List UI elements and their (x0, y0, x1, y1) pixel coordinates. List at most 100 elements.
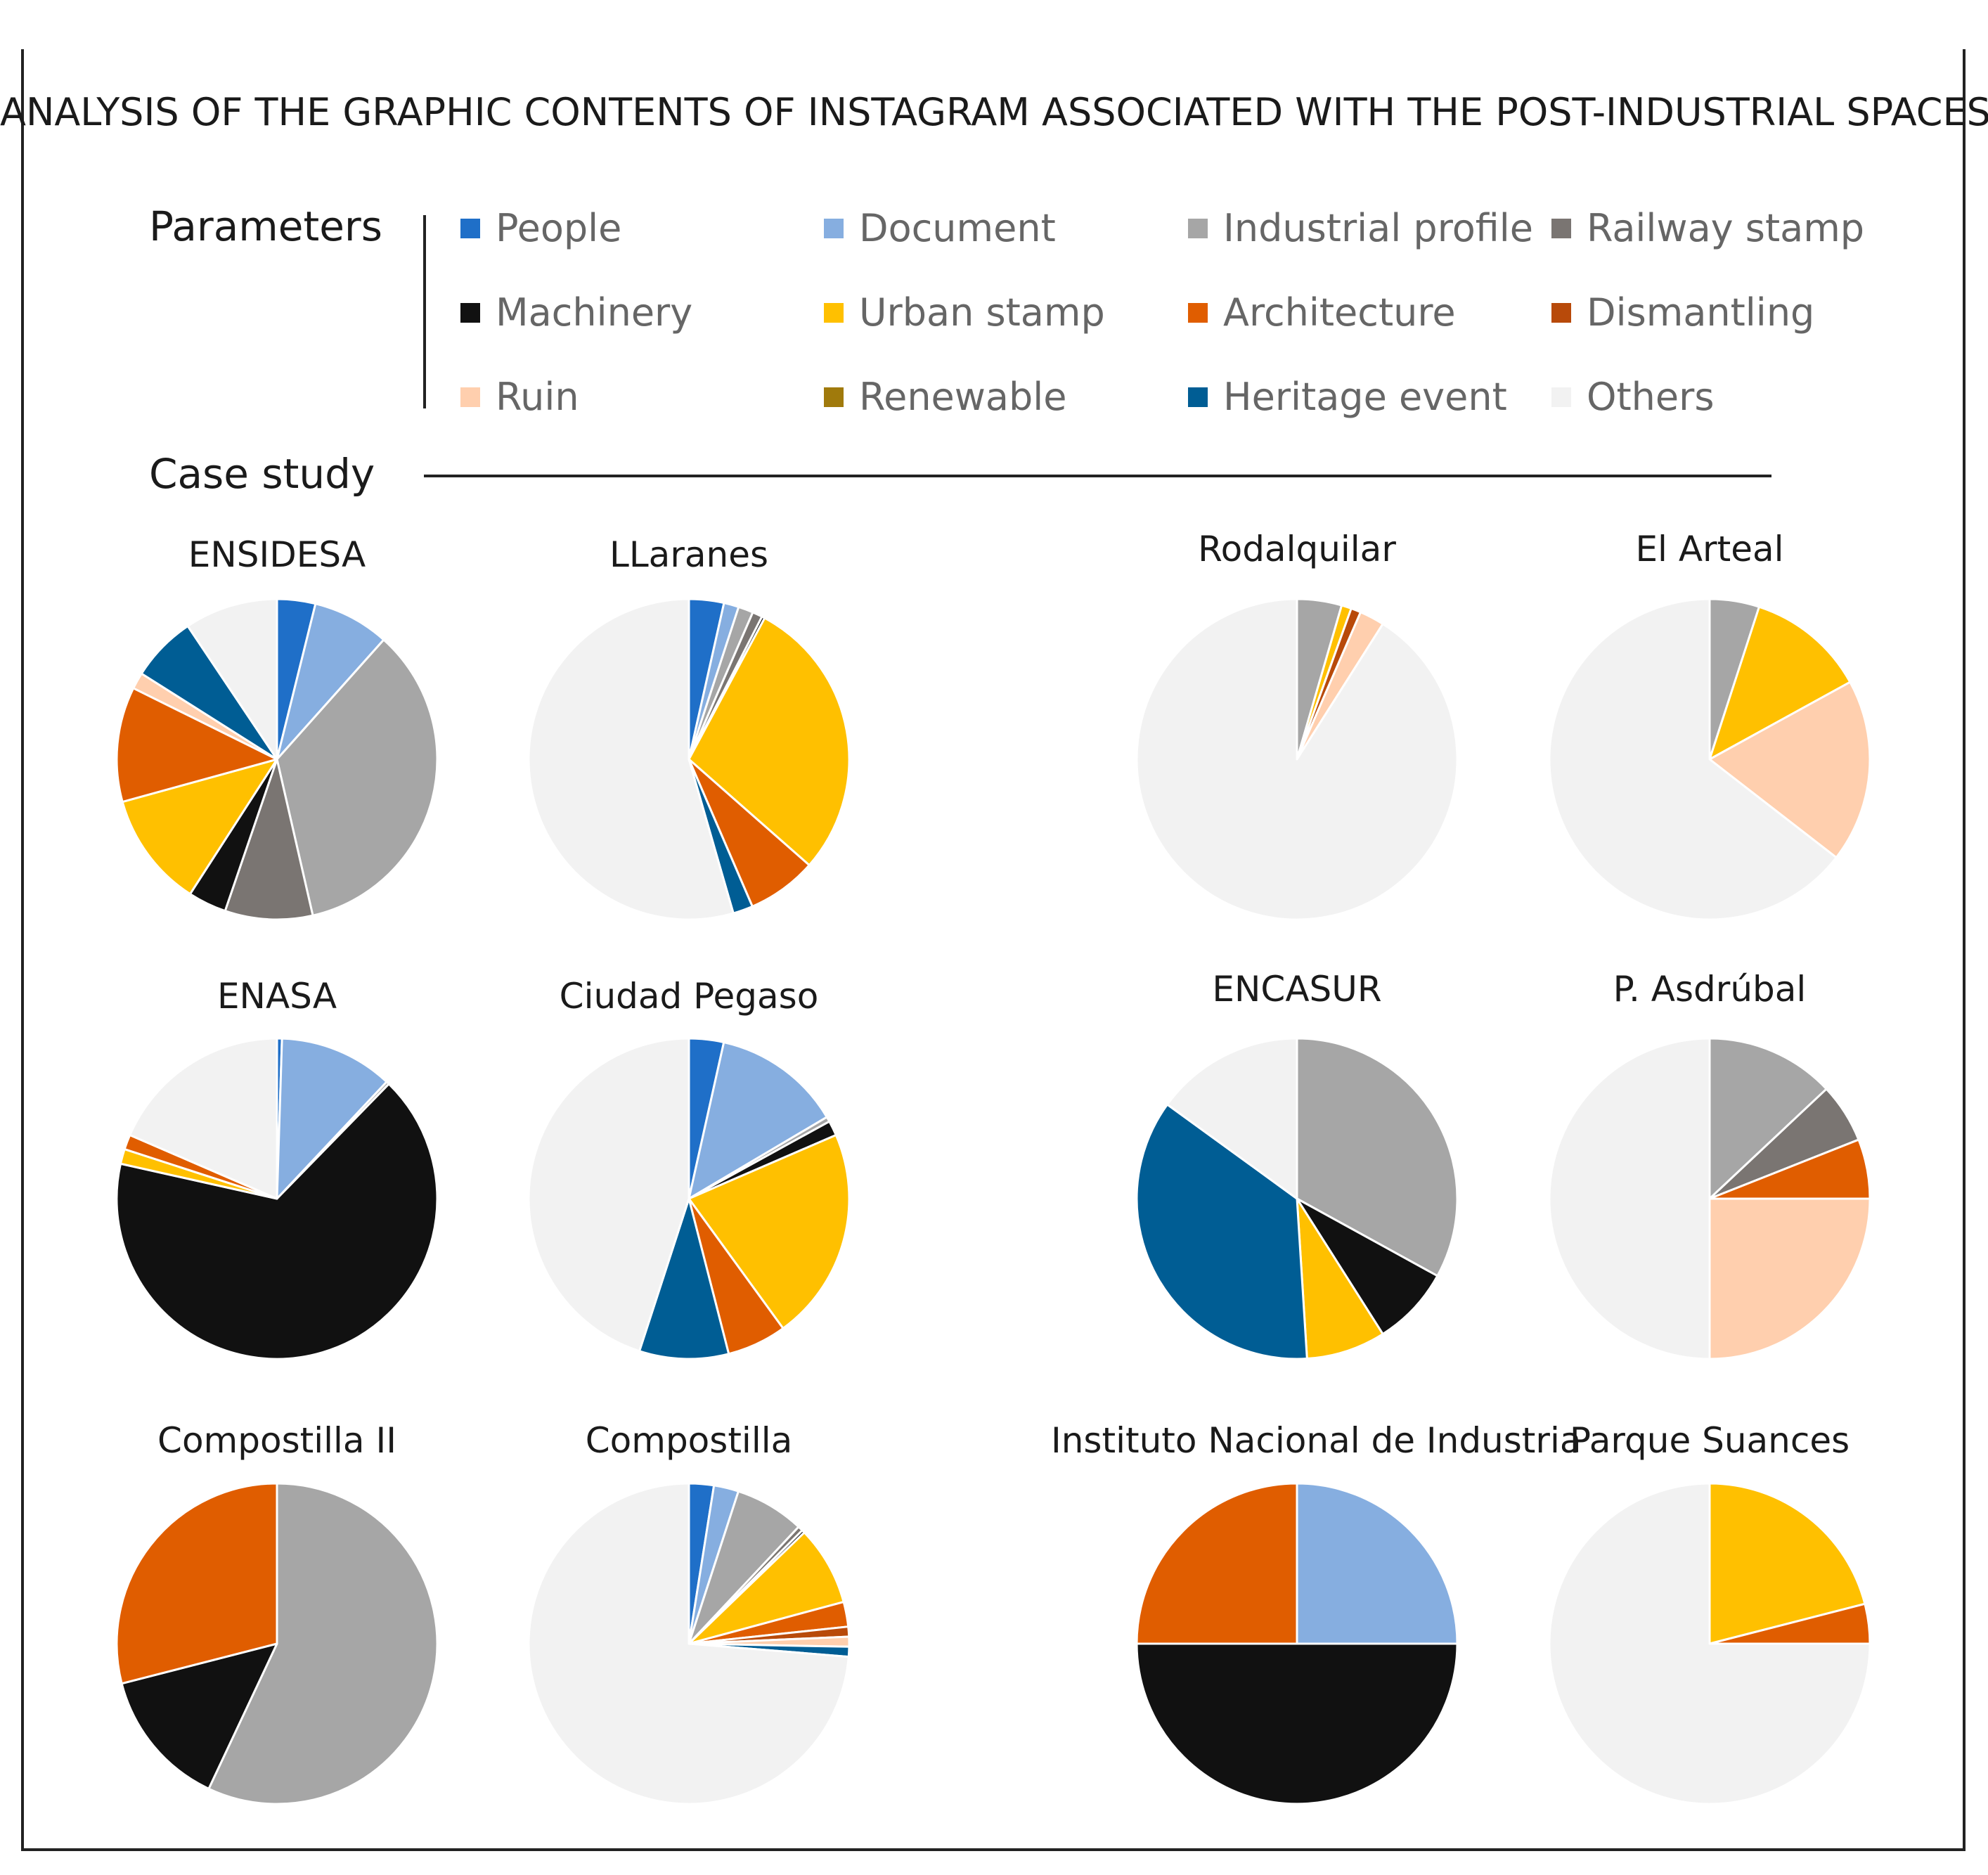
figure-title: ANALYSIS OF THE GRAPHIC CONTENTS OF INST… (0, 90, 1988, 134)
slice-ensidesa-urban-stamp (121, 758, 278, 896)
legend-item-document: Document (824, 206, 1056, 250)
legend-item-urban-stamp: Urban stamp (824, 290, 1105, 335)
slice-ensidesa-railway-stamp (224, 758, 314, 921)
slice-instituto-nacional-de-industria-machinery (1135, 1642, 1459, 1805)
pie-title-instituto-nacional-de-industria: Instituto Nacional de Industria (1051, 1420, 1582, 1461)
pie-title-llaranes: LLaranes (609, 534, 769, 575)
case-study-rule (424, 475, 1771, 477)
slice-ensidesa-industrial-profile (276, 638, 439, 917)
legend-item-railway-stamp: Railway stamp (1551, 206, 1864, 250)
pie-title-enasa: ENASA (217, 976, 337, 1017)
slice-el-arteal-urban-stamp (1708, 605, 1852, 761)
legend-swatch (1551, 302, 1571, 323)
slice-compostilla-ii-architecture (115, 1482, 278, 1685)
legend-swatch (1188, 218, 1208, 238)
pie-title-parque-suances: Parque Suances (1569, 1420, 1850, 1461)
legend-swatch (1551, 387, 1571, 407)
legend-swatch (824, 302, 844, 323)
parameters-divider (423, 215, 426, 408)
legend-label: Architecture (1223, 290, 1456, 335)
legend-label: Industrial profile (1223, 206, 1533, 250)
pie-llaranes (527, 598, 851, 921)
slice-encasur-others (1166, 1037, 1298, 1200)
slice-encasur-machinery (1296, 1197, 1439, 1336)
slice-compostilla-urban-stamp (688, 1531, 845, 1645)
slice-enasa-document (276, 1037, 388, 1200)
legend-label: Dismantling (1587, 290, 1815, 335)
pie-instituto-nacional-de-industria (1135, 1482, 1459, 1805)
legend-swatch (1551, 218, 1571, 238)
slice-el-arteal-ruin (1708, 681, 1871, 859)
slice-llaranes-urban-stamp (688, 617, 851, 867)
pie-enasa (115, 1037, 439, 1360)
slice-compostilla-ii-industrial-profile (207, 1482, 439, 1805)
pie-title-compostilla: Compostilla (585, 1420, 793, 1461)
legend-label: Heritage event (1223, 375, 1507, 419)
slice-p-asdr-bal-ruin (1708, 1197, 1871, 1360)
legend-label: Ruin (496, 375, 579, 419)
pie-title-ciudad-pegaso: Ciudad Pegaso (559, 976, 819, 1017)
legend-swatch (824, 387, 844, 407)
slice-encasur-heritage-event (1135, 1103, 1308, 1360)
legend-item-others: Others (1551, 375, 1714, 419)
legend-label: Urban stamp (859, 290, 1105, 335)
legend-item-people: People (460, 206, 621, 250)
pie-compostilla (527, 1482, 851, 1805)
legend-item-machinery: Machinery (460, 290, 692, 335)
parameters-label: Parameters (149, 202, 382, 250)
legend-label: Others (1587, 375, 1715, 419)
slice-enasa-machinery (115, 1083, 439, 1360)
legend-label: People (496, 206, 622, 250)
slice-rodalquilar-others (1135, 598, 1459, 921)
legend-swatch (460, 218, 480, 238)
legend-item-heritage-event: Heritage event (1188, 375, 1507, 419)
legend-label: Document (859, 206, 1056, 250)
pie-encasur (1135, 1037, 1459, 1360)
legend-item-renewable: Renewable (824, 375, 1067, 419)
pie-title-p-asdr-bal: P. Asdrúbal (1613, 969, 1807, 1010)
slice-ciudad-pegaso-document (688, 1040, 828, 1200)
slice-llaranes-architecture (688, 758, 811, 908)
slice-encasur-urban-stamp (1296, 1197, 1384, 1360)
pie-title-compostilla-ii: Compostilla II (157, 1420, 396, 1461)
pie-title-encasur: ENCASUR (1212, 969, 1382, 1010)
slice-ensidesa-document (276, 603, 385, 761)
legend-item-architecture: Architecture (1188, 290, 1456, 335)
slice-ensidesa-architecture (115, 687, 278, 804)
slice-instituto-nacional-de-industria-document (1296, 1482, 1459, 1645)
pie-p-asdr-bal (1548, 1037, 1871, 1360)
slice-el-arteal-others (1548, 598, 1838, 921)
slice-parque-suances-others (1548, 1482, 1871, 1805)
legend-label: Railway stamp (1587, 206, 1865, 250)
legend-swatch (824, 218, 844, 238)
slice-p-asdr-bal-others (1548, 1037, 1711, 1360)
pie-compostilla-ii (115, 1482, 439, 1805)
slice-llaranes-others (527, 598, 735, 921)
slice-ensidesa-others (186, 598, 278, 761)
slice-compostilla-others (527, 1482, 850, 1805)
pie-rodalquilar (1135, 598, 1459, 921)
pie-el-arteal (1548, 598, 1871, 921)
legend-swatch (460, 302, 480, 323)
slice-encasur-industrial-profile (1296, 1037, 1459, 1277)
slice-compostilla-ii-machinery (120, 1642, 278, 1790)
slice-p-asdr-bal-industrial-profile (1708, 1037, 1828, 1200)
legend-label: Renewable (859, 375, 1067, 419)
legend-swatch (1188, 302, 1208, 323)
pie-title-rodalquilar: Rodalquilar (1198, 529, 1396, 569)
slice-ciudad-pegaso-others (527, 1037, 690, 1353)
legend-label: Machinery (496, 290, 693, 335)
slice-instituto-nacional-de-industria-architecture (1135, 1482, 1298, 1645)
legend-swatch (1188, 387, 1208, 407)
slice-ciudad-pegaso-heritage-event (638, 1197, 730, 1360)
slice-ciudad-pegaso-urban-stamp (688, 1133, 851, 1329)
pie-ensidesa (115, 598, 439, 921)
case-study-label: Case study (149, 450, 375, 498)
legend-swatch (460, 387, 480, 407)
legend-item-ruin: Ruin (460, 375, 579, 419)
pie-parque-suances (1548, 1482, 1871, 1805)
slice-parque-suances-urban-stamp (1708, 1482, 1866, 1645)
pie-ciudad-pegaso (527, 1037, 851, 1360)
pie-title-ensidesa: ENSIDESA (188, 534, 366, 575)
